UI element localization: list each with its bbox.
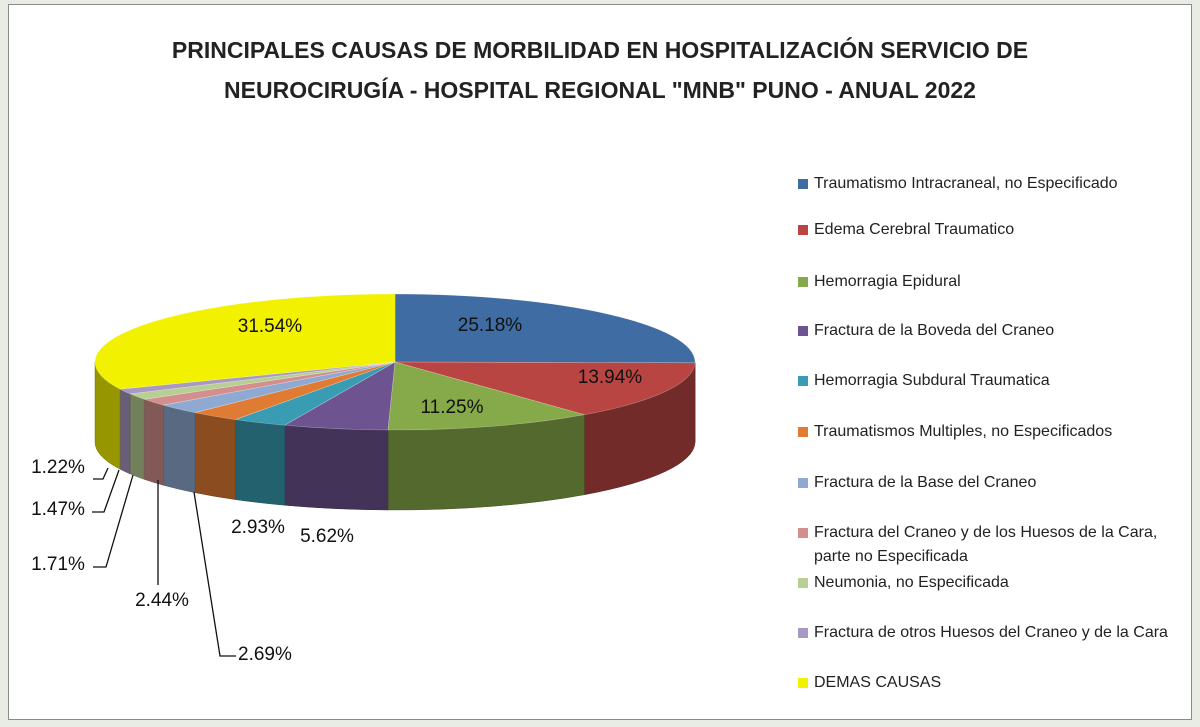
legend-item: Fractura de la Base del Craneo xyxy=(798,471,1189,495)
legend-label: Traumatismo Intracraneal, no Especificad… xyxy=(814,175,1118,192)
slice xyxy=(235,361,396,426)
legend-item: Fractura de la Boveda del Craneo xyxy=(798,319,1189,343)
slice xyxy=(143,361,396,406)
legend-item: Neumonia, no Especificada xyxy=(798,571,1189,595)
legend-item: DEMAS CAUSAS xyxy=(798,671,1189,695)
data-label: 31.54% xyxy=(238,316,303,337)
leader-line xyxy=(93,467,109,480)
slice xyxy=(163,361,396,413)
legend-swatch xyxy=(798,277,808,287)
data-label: 25.18% xyxy=(458,315,523,336)
data-label: 13.94% xyxy=(578,367,643,388)
legend-item: Traumatismos Multiples, no Especificados xyxy=(798,420,1189,444)
data-label: 2.93% xyxy=(231,517,285,538)
data-label: 5.62% xyxy=(300,526,354,547)
legend-item: Hemorragia Epidural xyxy=(798,270,1189,294)
slice xyxy=(194,361,396,420)
legend-label: DEMAS CAUSAS xyxy=(814,674,942,691)
legend-label: Hemorragia Subdural Traumatica xyxy=(814,372,1050,389)
leader-line xyxy=(93,474,134,568)
slice xyxy=(283,361,396,431)
legend-label: Edema Cerebral Traumatico xyxy=(814,221,1015,238)
data-label: 1.71% xyxy=(31,554,85,575)
legend-swatch xyxy=(798,179,808,189)
chart-title: PRINCIPALES CAUSAS DE MORBILIDAD EN HOSP… xyxy=(171,37,1029,103)
data-label: 1.47% xyxy=(31,499,85,520)
legend-item: Fractura de otros Huesos del Craneo y de… xyxy=(798,621,1189,645)
legend-swatch xyxy=(798,578,808,588)
data-label: 11.25% xyxy=(420,397,483,418)
slice xyxy=(94,293,396,390)
legend-swatch xyxy=(798,326,808,336)
legend-item: Fractura del Craneo y de los Huesos de l… xyxy=(798,521,1189,569)
slice xyxy=(118,361,396,395)
legend-swatch xyxy=(798,427,808,437)
slice-side xyxy=(235,419,285,506)
leader-line xyxy=(193,491,236,657)
legend-swatch xyxy=(798,528,808,538)
legend-label: Fractura de otros Huesos del Craneo y de… xyxy=(814,624,1168,641)
legend-swatch xyxy=(798,628,808,638)
legend-swatch xyxy=(798,225,808,235)
data-label: 2.44% xyxy=(135,590,189,611)
slice xyxy=(128,361,396,400)
legend-item: Edema Cerebral Traumatico xyxy=(798,218,1189,242)
slice-side xyxy=(143,398,164,486)
legend-label: Fractura de la Base del Craneo xyxy=(814,474,1037,491)
slice-side xyxy=(162,404,196,493)
slice xyxy=(394,293,696,364)
legend-label: Fractura del Craneo y de los Huesos de l… xyxy=(814,524,1158,565)
slice xyxy=(387,361,585,431)
slice xyxy=(394,361,696,416)
legend-swatch xyxy=(798,376,808,386)
legend-item: Traumatismo Intracraneal, no Especificad… xyxy=(798,172,1189,196)
legend-label: Fractura de la Boveda del Craneo xyxy=(814,322,1055,339)
data-label: 2.69% xyxy=(238,644,292,665)
slice-side xyxy=(129,393,145,480)
legend-label: Traumatismos Multiples, no Especificados xyxy=(814,423,1113,440)
leader-line xyxy=(92,469,120,513)
legend-label: Neumonia, no Especificada xyxy=(814,574,1009,591)
slice-side xyxy=(119,388,131,475)
slice-side xyxy=(284,424,389,511)
legend-label: Hemorragia Epidural xyxy=(814,273,961,290)
legend-swatch xyxy=(798,678,808,688)
data-label: 1.22% xyxy=(31,457,85,478)
legend-swatch xyxy=(798,478,808,488)
legend-item: Hemorragia Subdural Traumatica xyxy=(798,369,1189,393)
slice-side xyxy=(194,412,236,500)
